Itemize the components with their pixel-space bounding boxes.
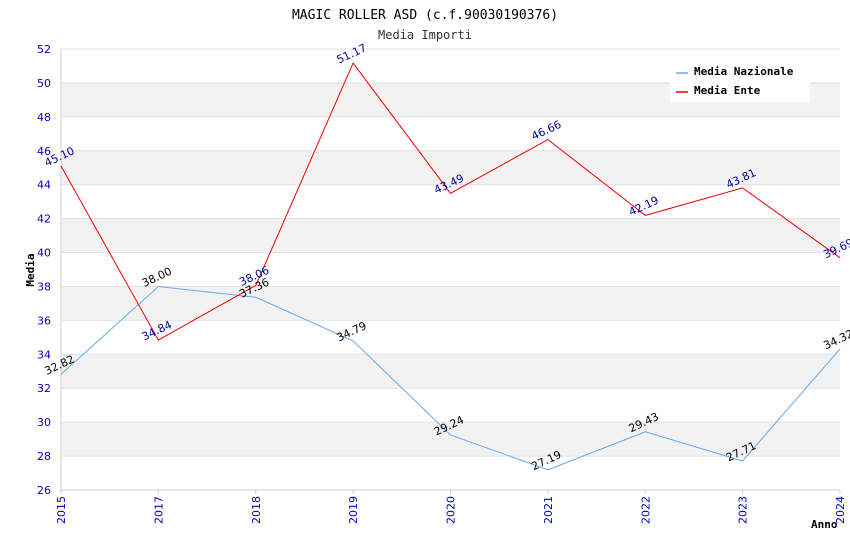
x-tick-label: 2023 [737, 496, 750, 524]
y-tick-label: 32 [37, 382, 51, 395]
grid-band [61, 354, 840, 389]
y-tick-label: 46 [37, 145, 51, 158]
grid-band [61, 422, 840, 457]
y-axis-label: Media [24, 253, 37, 286]
y-tick-label: 30 [37, 416, 51, 429]
y-tick-label: 48 [37, 111, 51, 124]
legend-box [670, 60, 810, 102]
grid-band [61, 218, 840, 253]
series-line [60, 62, 841, 341]
x-tick-label: 2024 [834, 496, 847, 524]
y-tick-label: 42 [37, 213, 51, 226]
grid-band [61, 456, 840, 490]
x-tick-label: 2022 [639, 496, 652, 524]
grid-band [61, 184, 840, 219]
grid-band [61, 286, 840, 321]
y-tick-label: 50 [37, 77, 51, 90]
y-tick-label: 28 [37, 450, 51, 463]
series-lines [60, 62, 841, 471]
x-tick-label: 2020 [445, 496, 458, 524]
chart-title: MAGIC ROLLER ASD (c.f.90030190376) [292, 8, 558, 23]
grid-band [61, 252, 840, 287]
y-tick-label: 40 [37, 247, 51, 260]
x-tick-label: 2021 [542, 496, 555, 524]
grid-band [61, 320, 840, 355]
legend-label-media-ente: Media Ente [694, 84, 761, 97]
x-tick-label: 2019 [347, 496, 360, 524]
y-tick-label: 52 [37, 43, 51, 56]
x-tick-labels: 2015 2017 2018 2019 2020 2021 2022 2023 2024 [55, 496, 847, 524]
grid-band [61, 116, 840, 151]
grid-band [61, 388, 840, 423]
y-tick-label: 44 [37, 179, 51, 192]
y-tick-label: 38 [37, 280, 51, 293]
x-tick-label: 2015 [55, 496, 68, 524]
legend-label-media-nazionale: Media Nazionale [694, 65, 794, 78]
y-tick-label: 34 [37, 348, 51, 361]
legend: Media Nazionale Media Ente [670, 60, 810, 102]
y-tick-label: 26 [37, 484, 51, 497]
x-tick-label: 2018 [250, 496, 263, 524]
series-line [60, 285, 841, 471]
y-tick-labels: 26 28 30 32 34 36 38 40 42 44 46 48 50 52 [37, 43, 51, 497]
x-tick-label: 2017 [152, 496, 165, 524]
grid-band [61, 150, 840, 185]
chart-subtitle: Media Importi [378, 28, 472, 42]
grid-lines [60, 48, 841, 494]
y-tick-label: 36 [37, 314, 51, 327]
x-axis-label: Anno [811, 518, 838, 531]
